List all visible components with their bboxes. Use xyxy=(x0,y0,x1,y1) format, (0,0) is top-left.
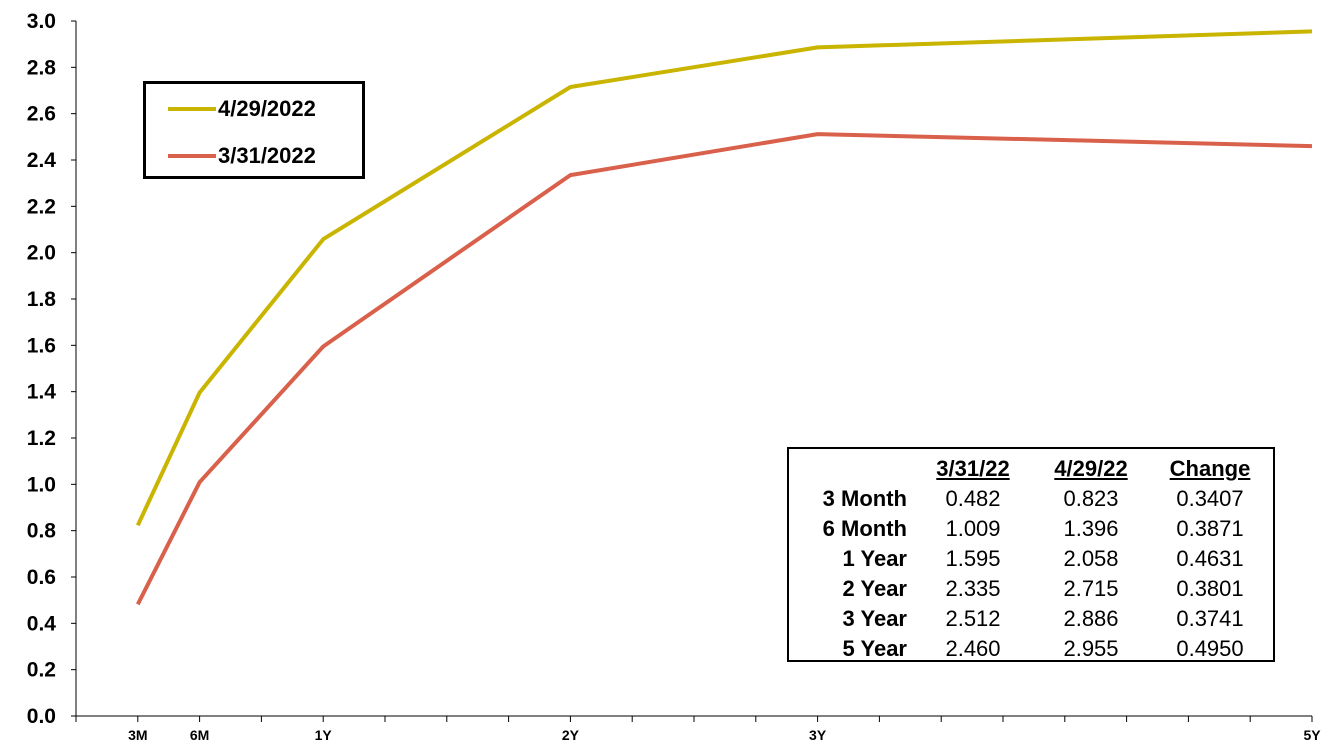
cell-3-31-22: 1.009 xyxy=(945,516,1001,541)
cell-3-31-22: 0.482 xyxy=(945,486,1001,511)
table-row: 1 Year 1.595 2.058 0.4631 xyxy=(789,544,1273,574)
y-tick-label: 2.6 xyxy=(27,103,56,126)
cell-3-31-22: 2.335 xyxy=(945,576,1001,601)
y-tick-label: 0.0 xyxy=(27,705,56,728)
cell-change: 0.3871 xyxy=(1176,516,1244,541)
series-lines xyxy=(135,29,1313,606)
x-tick-label: 3Y xyxy=(809,727,827,743)
y-axis: 0.0 0.2 0.4 0.6 0.8 1.0 1.2 1.4 1.6 1.8 2.0 2.2 2.4 2… xyxy=(27,10,77,728)
table-header-row: 3/31/22 4/29/22 Change xyxy=(789,454,1273,484)
cell-4-29-22: 0.823 xyxy=(1063,486,1119,511)
legend-label-3-31-2022: 3/31/2022 xyxy=(218,143,316,168)
table-row: 2 Year 2.335 2.715 0.3801 xyxy=(789,574,1273,604)
cell-3-31-22: 2.512 xyxy=(945,606,1001,631)
yield-table: 3/31/22 4/29/22 Change 3 Month 0.482 0.8… xyxy=(789,454,1273,664)
y-tick-label: 2.0 xyxy=(27,242,56,265)
row-label: 1 Year xyxy=(842,546,907,571)
x-axis: 3M 6M 1Y 2Y 3Y 5Y xyxy=(75,715,1321,743)
cell-change: 0.4950 xyxy=(1176,636,1244,661)
cell-change: 0.3407 xyxy=(1176,486,1244,511)
legend-item-4-29-2022: 4/29/2022 xyxy=(168,96,316,121)
y-tick-label: 1.2 xyxy=(27,427,56,450)
cell-4-29-22: 2.715 xyxy=(1063,576,1119,601)
table-row: 3 Month 0.482 0.823 0.3407 xyxy=(789,484,1273,514)
chart-legend: 4/29/2022 3/31/2022 xyxy=(143,81,365,179)
table-header-4-29-22: 4/29/22 xyxy=(1054,456,1128,481)
series-line-3-31-2022 xyxy=(136,132,1313,606)
cell-3-31-22: 2.460 xyxy=(945,636,1001,661)
yield-table-box: 3/31/22 4/29/22 Change 3 Month 0.482 0.8… xyxy=(787,447,1275,662)
x-tick-label: 3M xyxy=(128,727,147,743)
y-tick-label: 1.0 xyxy=(27,473,56,496)
table-header-change: Change xyxy=(1169,456,1251,481)
legend-label-4-29-2022: 4/29/2022 xyxy=(218,96,316,121)
cell-3-31-22: 1.595 xyxy=(945,546,1001,571)
row-label: 3 Month xyxy=(822,486,907,511)
legend-swatch-3-31-2022 xyxy=(168,154,216,158)
x-tick-label: 2Y xyxy=(562,727,580,743)
series-line-4-29-2022 xyxy=(135,29,1313,527)
cell-4-29-22: 2.058 xyxy=(1063,546,1119,571)
y-tick-label: 1.8 xyxy=(27,288,57,311)
cell-4-29-22: 1.396 xyxy=(1063,516,1119,541)
table-header-blank xyxy=(789,454,911,484)
table-row: 6 Month 1.009 1.396 0.3871 xyxy=(789,514,1273,544)
table-header-3-31-22: 3/31/22 xyxy=(936,456,1010,481)
cell-change: 0.3741 xyxy=(1176,606,1244,631)
cell-4-29-22: 2.886 xyxy=(1063,606,1119,631)
x-tick-label: 1Y xyxy=(315,727,333,743)
x-tick-label: 6M xyxy=(190,727,209,743)
cell-change: 0.3801 xyxy=(1176,576,1244,601)
y-tick-label: 2.2 xyxy=(27,195,56,218)
y-tick-label: 0.6 xyxy=(27,566,56,589)
row-label: 2 Year xyxy=(842,576,907,601)
y-tick-label: 2.8 xyxy=(27,56,57,79)
y-tick-label: 0.2 xyxy=(27,659,56,682)
y-tick-label: 0.4 xyxy=(27,612,57,635)
row-label: 3 Year xyxy=(842,606,907,631)
y-tick-label: 0.8 xyxy=(27,520,57,543)
cell-change: 0.4631 xyxy=(1176,546,1244,571)
cell-4-29-22: 2.955 xyxy=(1063,636,1119,661)
legend-item-3-31-2022: 3/31/2022 xyxy=(168,143,316,168)
table-row: 3 Year 2.512 2.886 0.3741 xyxy=(789,604,1273,634)
row-label: 6 Month xyxy=(822,516,907,541)
legend-swatch-4-29-2022 xyxy=(168,107,216,111)
y-tick-label: 1.4 xyxy=(27,381,57,404)
x-tick-label: 5Y xyxy=(1303,727,1321,743)
row-label: 5 Year xyxy=(842,636,907,661)
y-tick-label: 2.4 xyxy=(27,149,57,172)
table-row: 5 Year 2.460 2.955 0.4950 xyxy=(789,634,1273,664)
y-tick-label: 3.0 xyxy=(27,10,56,33)
y-tick-label: 1.6 xyxy=(27,334,56,357)
